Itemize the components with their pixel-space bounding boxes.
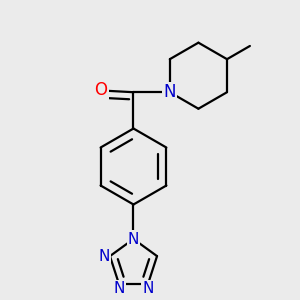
Text: N: N	[142, 281, 154, 296]
Text: N: N	[113, 281, 124, 296]
Text: N: N	[128, 232, 139, 247]
Text: N: N	[164, 83, 176, 101]
Text: N: N	[98, 249, 110, 264]
Text: O: O	[94, 81, 107, 99]
